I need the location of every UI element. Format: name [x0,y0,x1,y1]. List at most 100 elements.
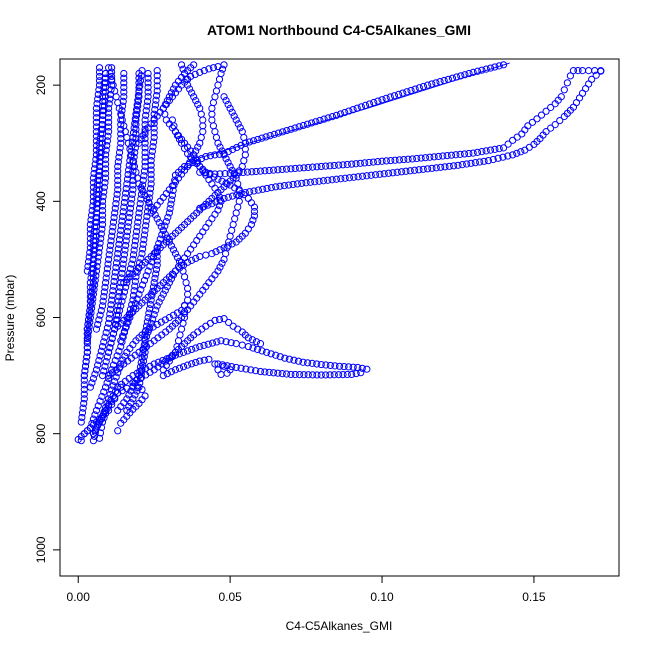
data-point [253,345,262,354]
data-point [569,67,578,75]
data-point [592,71,600,79]
data-point [258,347,266,355]
data-point [227,339,235,347]
data-point [115,153,123,161]
data-point [358,364,366,372]
data-point [274,369,282,377]
data-point [120,93,128,101]
data-point [83,330,91,338]
data-point [128,301,136,309]
data-point [232,363,240,372]
data-point [131,299,139,308]
data-point [139,181,147,189]
data-point [89,251,98,259]
data-point [137,286,145,294]
data-point [86,220,94,229]
data-point [117,116,125,124]
data-point [167,242,175,250]
data-point [269,369,278,377]
data-point [146,305,154,313]
data-point [131,282,139,290]
data-point [263,184,271,193]
data-point [124,223,132,231]
data-point [103,269,111,277]
data-point [389,169,397,177]
data-point [94,176,102,185]
data-point [105,118,113,126]
data-point [313,371,321,379]
data-point [218,147,226,155]
data-point [103,265,111,273]
data-point [224,100,232,109]
data-point [118,332,127,340]
data-point [290,356,298,364]
data-point [115,148,124,157]
data-point [107,237,115,245]
data-point [402,167,410,175]
data-point [149,138,158,146]
data-point [96,429,105,437]
data-point [304,163,312,172]
data-point [83,334,91,343]
data-point [164,213,172,221]
data-point [117,222,125,230]
data-point [335,362,344,370]
data-point [200,341,208,349]
data-point [109,218,118,226]
data-point [125,218,133,226]
data-point [113,306,121,315]
data-point [154,358,163,366]
data-point [173,131,182,140]
series-19 [105,69,152,356]
data-point [140,276,149,284]
data-point [91,370,99,378]
data-point [149,143,157,151]
data-point [115,306,124,315]
data-point [252,167,260,176]
data-point [200,356,208,364]
data-point [129,158,138,166]
data-point [393,168,401,176]
data-point [96,134,104,143]
data-point [152,270,160,278]
x-tick-label: 0.05 [218,590,242,604]
data-point [152,96,160,104]
data-point [92,204,101,212]
data-point [180,302,189,310]
data-point [319,177,328,185]
data-point [345,363,353,371]
data-point [291,124,299,132]
data-point [408,155,417,163]
data-point [86,306,94,315]
data-point [89,430,98,438]
data-point [98,302,107,310]
data-point [127,200,135,208]
data-point [129,186,137,194]
data-point [153,302,161,310]
data-point [123,180,131,188]
data-point [196,68,204,76]
data-point [117,130,125,138]
y-tick-label: 400 [34,191,48,211]
data-point [105,123,113,131]
series-4 [196,67,605,178]
data-point [147,296,155,304]
data-point [109,223,117,231]
data-point [78,409,87,417]
data-point [454,161,462,169]
data-point [265,166,273,175]
data-point [85,253,93,261]
data-point [210,173,218,181]
data-point [105,319,113,327]
data-point [115,288,124,296]
data-point [232,116,240,124]
data-point [335,161,343,169]
data-point [111,395,119,403]
data-point [456,150,464,158]
data-point [105,406,113,415]
data-point [279,128,287,136]
data-point [161,222,169,230]
data-point [399,89,407,97]
data-point [84,316,93,324]
